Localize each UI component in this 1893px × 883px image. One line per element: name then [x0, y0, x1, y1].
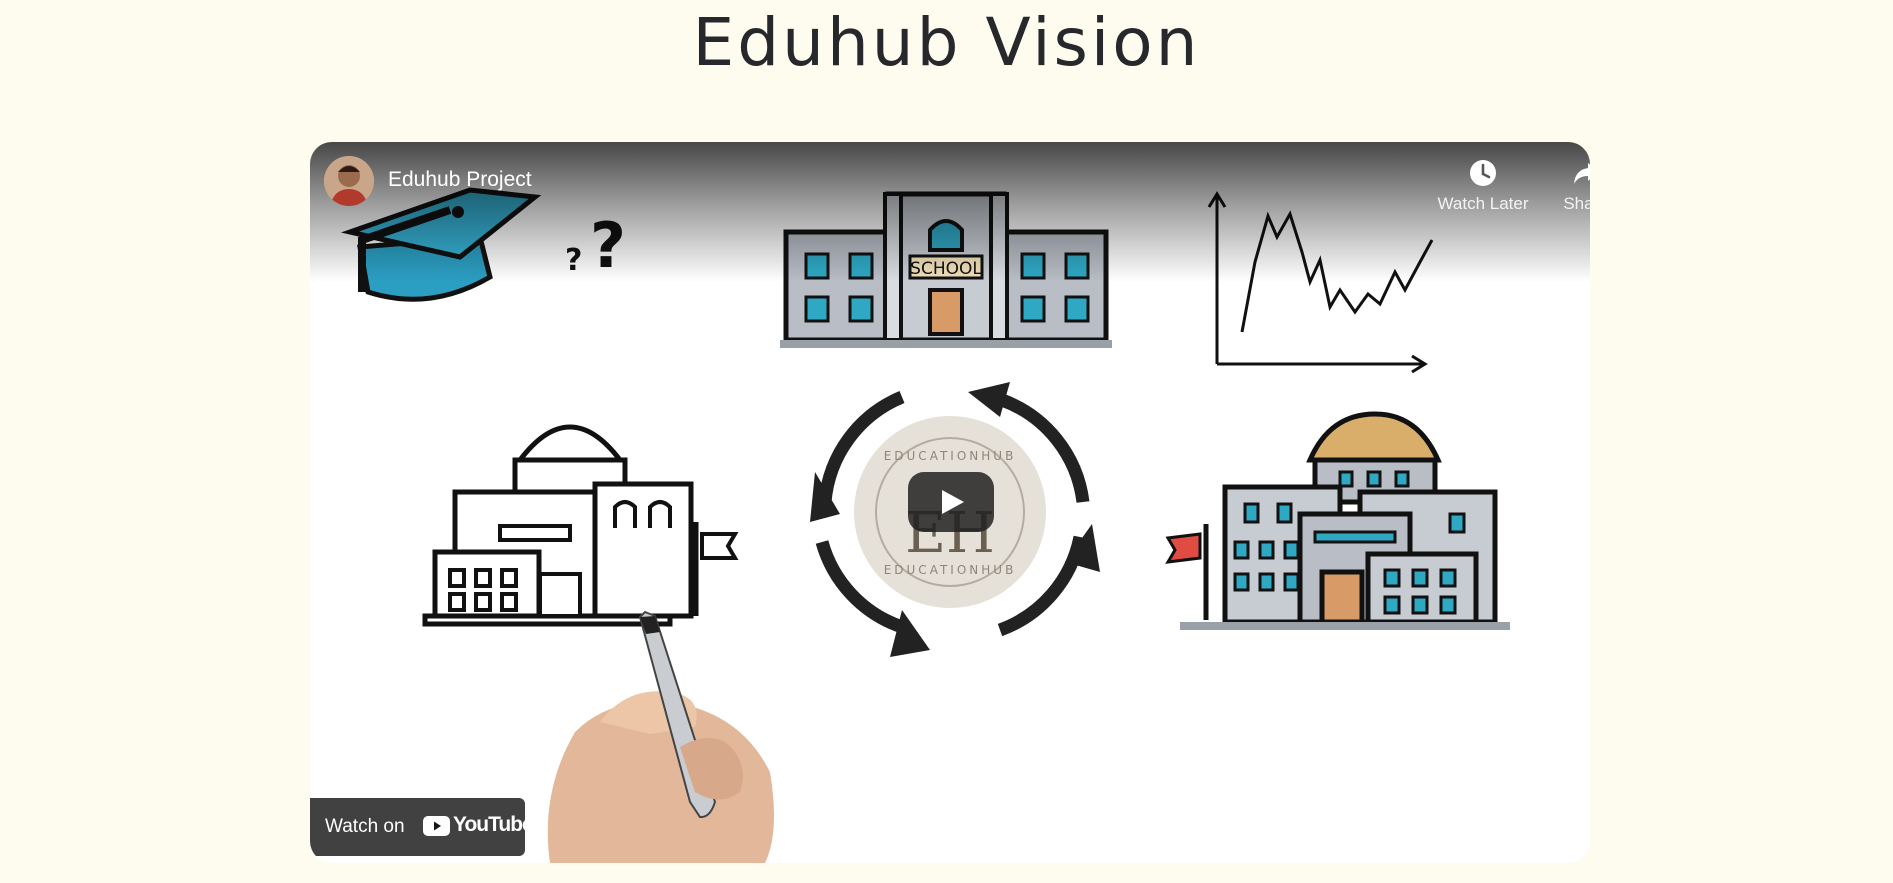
watch-on-youtube-button[interactable]: Watch on YouTube: [310, 798, 534, 856]
watch-on-label: Watch on: [325, 816, 405, 837]
watch-later-label: Watch Later: [1437, 194, 1529, 213]
svg-text:EDUCATIONHUB: EDUCATIONHUB: [884, 563, 1017, 577]
clock-icon: [1470, 160, 1496, 186]
channel-name-link[interactable]: Eduhub Project: [388, 168, 532, 191]
share-arrow-icon: [1574, 163, 1590, 184]
svg-text:?: ?: [565, 243, 582, 278]
share-label: Share: [1563, 194, 1590, 213]
youtube-logo-icon: [423, 816, 450, 836]
play-button[interactable]: [908, 472, 994, 532]
graduation-cap-icon: [340, 187, 542, 302]
channel-avatar[interactable]: [324, 156, 374, 206]
hand-drawing-illustration: [547, 610, 774, 863]
watch-later-button[interactable]: Watch Later: [1428, 158, 1538, 214]
video-player[interactable]: ? ? SCHOOL: [310, 142, 1590, 863]
youtube-wordmark: YouTube: [453, 813, 534, 836]
svg-text:SCHOOL: SCHOOL: [910, 259, 982, 279]
school-building-icon: SCHOOL: [780, 191, 1112, 348]
educationhub-logo: EDUCATIONHUB EDUCATIONHUB EH: [810, 382, 1100, 657]
colored-building-icon: [1165, 411, 1510, 630]
line-graph-icon: [1207, 191, 1434, 374]
share-button[interactable]: Share: [1531, 158, 1590, 214]
outline-building-icon: [422, 424, 739, 627]
page-title: Eduhub Vision: [692, 4, 1201, 81]
svg-text:?: ?: [590, 209, 626, 282]
play-icon: [942, 490, 964, 514]
question-marks-icon: ? ?: [565, 209, 626, 282]
svg-text:EDUCATIONHUB: EDUCATIONHUB: [884, 449, 1017, 463]
